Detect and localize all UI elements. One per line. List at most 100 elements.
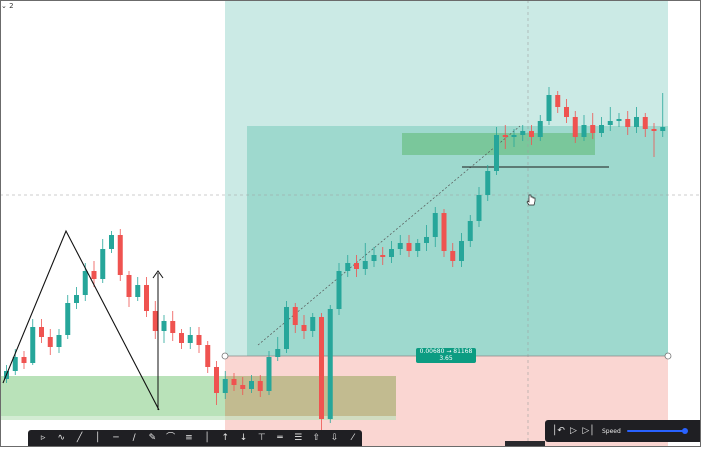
bullish-candle[interactable]: [284, 307, 289, 349]
bullish-candle[interactable]: [82, 271, 88, 295]
wave-pattern-tool-icon[interactable]: ∿: [57, 433, 66, 443]
price-range-tool-icon[interactable]: ⊤: [257, 433, 266, 443]
bullish-candle[interactable]: [74, 295, 79, 303]
bearish-candle[interactable]: [39, 327, 44, 337]
position-handle-left[interactable]: [221, 352, 229, 360]
replay-step-forward-icon[interactable]: ▷│: [582, 426, 595, 436]
brush-tool-2-icon[interactable]: ⁄: [352, 433, 354, 443]
arrow-up-tool-icon[interactable]: ⇧: [312, 433, 321, 443]
arrow-down-tool-icon[interactable]: ⇩: [330, 433, 339, 443]
bearish-candle[interactable]: [117, 235, 123, 275]
bullish-candle[interactable]: [520, 131, 526, 135]
bearish-candle[interactable]: [406, 243, 412, 251]
position-stats-label[interactable]: 0.00680 → 81168 3.65: [416, 348, 476, 363]
short-position-tool-icon[interactable]: ↓: [239, 433, 248, 443]
bearish-candle[interactable]: [196, 335, 202, 345]
bearish-candle[interactable]: [301, 325, 307, 331]
bullish-candle[interactable]: [65, 303, 71, 335]
bearish-candle[interactable]: [651, 129, 657, 131]
fib-retracement-tool-icon[interactable]: ≡: [185, 433, 193, 443]
bullish-candle[interactable]: [12, 357, 18, 371]
bullish-candle[interactable]: [222, 379, 228, 393]
bullish-candle[interactable]: [266, 357, 272, 391]
bullish-candle[interactable]: [161, 321, 167, 331]
bearish-candle[interactable]: [529, 131, 534, 137]
bearish-candle[interactable]: [179, 333, 184, 343]
cursor-tool-icon[interactable]: ▹: [40, 433, 46, 443]
bullish-candle[interactable]: [616, 119, 622, 121]
bearish-candle[interactable]: [231, 379, 237, 385]
bearish-candle[interactable]: [240, 385, 246, 389]
replay-play-icon[interactable]: ▷: [570, 426, 577, 436]
bullish-candle[interactable]: [187, 335, 193, 343]
path-tool-icon[interactable]: ⌒: [166, 433, 176, 443]
bullish-candle[interactable]: [660, 127, 666, 131]
bullish-candle[interactable]: [511, 135, 517, 137]
speed-slider-thumb[interactable]: [681, 428, 688, 434]
bearish-candle[interactable]: [450, 251, 456, 261]
bearish-candle[interactable]: [170, 321, 176, 333]
bullish-candle[interactable]: [467, 221, 473, 241]
bearish-candle[interactable]: [292, 307, 298, 325]
bullish-candle[interactable]: [345, 263, 351, 271]
bullish-candle[interactable]: [135, 285, 141, 297]
bearish-candle[interactable]: [642, 117, 648, 129]
position-handle-right[interactable]: [664, 352, 672, 360]
bullish-candle[interactable]: [581, 125, 587, 137]
horizontal-line-tool-icon[interactable]: ─: [113, 433, 119, 443]
bullish-candle[interactable]: [389, 249, 394, 257]
target-zone-inner[interactable]: [247, 126, 668, 356]
bullish-candle[interactable]: [249, 381, 254, 389]
bearish-candle[interactable]: [564, 107, 569, 117]
replay-jump-icon[interactable]: │↶: [552, 426, 565, 436]
bullish-candle[interactable]: [362, 261, 368, 269]
bearish-candle[interactable]: [152, 311, 158, 331]
bearish-candle[interactable]: [47, 337, 53, 347]
trend-line-tool-icon[interactable]: ╱: [76, 433, 83, 443]
bullish-candle[interactable]: [459, 241, 464, 261]
bearish-candle[interactable]: [319, 317, 324, 419]
dashed-trend-line[interactable]: [257, 125, 521, 346]
bearish-candle[interactable]: [205, 345, 211, 367]
bullish-candle[interactable]: [310, 317, 316, 331]
bullish-candle[interactable]: [424, 237, 429, 243]
bearish-candle[interactable]: [91, 271, 97, 279]
bullish-candle[interactable]: [634, 117, 639, 127]
bullish-candle[interactable]: [599, 125, 604, 133]
bearish-candle[interactable]: [555, 95, 561, 107]
bearish-candle[interactable]: [380, 255, 386, 257]
bullish-candle[interactable]: [56, 335, 62, 347]
bullish-candle[interactable]: [327, 309, 333, 419]
date-range-tool-icon[interactable]: ═: [277, 433, 283, 443]
bearish-candle[interactable]: [257, 381, 263, 391]
measure-tool-icon[interactable]: ☰: [294, 433, 303, 443]
long-position-tool-icon[interactable]: ↑: [221, 433, 230, 443]
brush-tool-icon[interactable]: ✎: [148, 433, 157, 443]
bullish-candle[interactable]: [432, 213, 438, 237]
bearish-candle[interactable]: [214, 367, 219, 393]
bearish-candle[interactable]: [21, 357, 27, 363]
bearish-candle[interactable]: [502, 135, 508, 137]
speed-slider[interactable]: [626, 428, 688, 434]
bearish-candle[interactable]: [441, 213, 447, 251]
bearish-candle[interactable]: [126, 275, 132, 297]
bullish-candle[interactable]: [275, 349, 281, 357]
bullish-candle[interactable]: [476, 195, 482, 221]
bullish-candle[interactable]: [109, 235, 114, 249]
bullish-candle[interactable]: [537, 121, 543, 137]
bullish-candle[interactable]: [100, 249, 106, 279]
bearish-candle[interactable]: [590, 125, 596, 133]
bullish-candle[interactable]: [494, 135, 499, 171]
bearish-candle[interactable]: [625, 119, 631, 127]
bearish-candle[interactable]: [144, 285, 149, 311]
bullish-candle[interactable]: [415, 243, 421, 251]
bullish-candle[interactable]: [397, 243, 403, 249]
zigzag-pattern[interactable]: [2, 229, 160, 411]
bullish-candle[interactable]: [336, 271, 342, 309]
bullish-candle[interactable]: [30, 327, 36, 363]
bearish-candle[interactable]: [354, 263, 359, 269]
bullish-candle[interactable]: [485, 171, 491, 195]
ray-tool-icon[interactable]: ∕: [132, 433, 136, 443]
